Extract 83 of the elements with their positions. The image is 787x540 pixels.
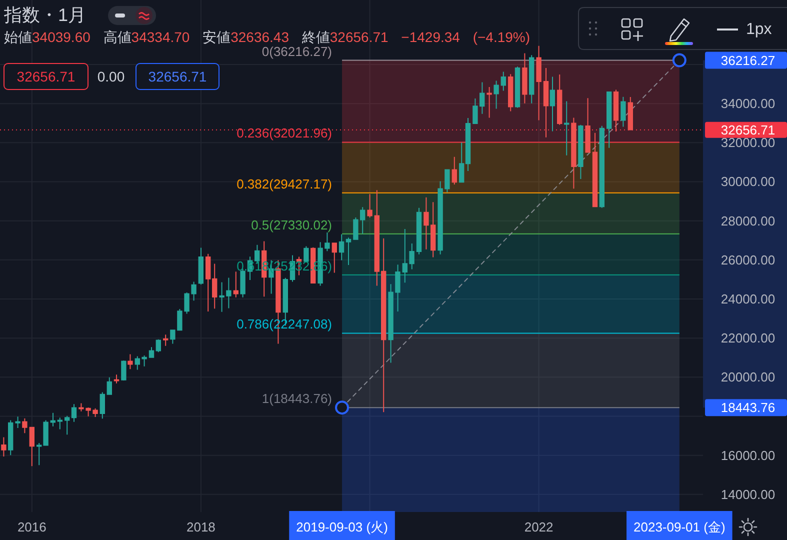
candlestick: [494, 80, 499, 110]
y-tick-label: 30000.00: [720, 174, 776, 190]
candlestick: [416, 207, 422, 255]
x-tick-label: 2023-09-01 (金): [634, 520, 726, 534]
annotation: 32656.71: [16, 68, 76, 84]
candlestick: [50, 412, 56, 427]
y-tick-label: 14000.00: [720, 486, 776, 502]
x-tick-label: 2019-09-03 (火): [296, 520, 388, 534]
candlestick: [22, 418, 28, 434]
candlestick: [522, 52, 528, 104]
candlestick: [564, 100, 570, 156]
ref-line-label: 32656.71: [720, 122, 776, 138]
candlestick: [529, 54, 534, 104]
x-tick-label: 2018: [186, 520, 216, 534]
y-tick-label: 18443.76: [720, 400, 776, 416]
buy-price-button: 32656.71: [136, 63, 220, 90]
candlestick: [15, 416, 20, 428]
candlestick: [71, 404, 77, 422]
y-tick-label: 20000.00: [720, 370, 776, 385]
y-tick-label: 28000.00: [720, 213, 776, 228]
y-axis-anchor-label: 18443.76: [705, 399, 787, 416]
x-axis-anchor-label: 2023-09-01 (金): [626, 511, 732, 540]
candlestick: [585, 98, 590, 153]
candlestick: [486, 86, 492, 118]
ref-line-label: 0.5(27330.02): [251, 217, 332, 232]
candlestick: [8, 420, 14, 456]
candlestick: [148, 346, 154, 358]
annotation: 始値34039.60 高値34334.70 安値32636.43 終値32656.71 −1429.34 (−4.19%): [4, 29, 530, 45]
y-tick-label: 36216.27: [720, 52, 776, 68]
candlestick: [578, 124, 584, 180]
candlestick: [64, 415, 70, 436]
candlestick: [338, 234, 344, 261]
candlestick: [332, 242, 337, 274]
candlestick: [367, 194, 372, 218]
candlestick: [114, 374, 120, 384]
y-tick-label: 16000.00: [720, 448, 776, 463]
x-axis-anchor-label: 2019-09-03 (火): [289, 511, 395, 540]
candlestick: [57, 417, 62, 430]
candlestick: [452, 156, 457, 185]
candlestick: [620, 96, 626, 128]
ref-line-label: 1(18443.76): [262, 391, 332, 406]
y-tick-label: 22000.00: [720, 330, 776, 346]
ref-line-label: 0(36216.27): [262, 44, 332, 59]
candlestick: [233, 271, 238, 298]
candlestick: [571, 117, 576, 190]
x-tick-label: 2022: [524, 520, 554, 534]
candlestick: [550, 76, 555, 132]
candlestick: [156, 338, 161, 353]
candlestick: [128, 354, 133, 370]
candlestick: [121, 360, 126, 381]
candlestick: [29, 426, 34, 467]
annotation: 32656.71: [148, 68, 207, 84]
candlestick: [346, 237, 352, 266]
y-tick-label: 26000.00: [720, 252, 776, 268]
x-tick-label: 2016: [17, 520, 46, 534]
text: 1px: [746, 21, 772, 38]
candlestick: [198, 247, 204, 285]
candlestick: [100, 392, 105, 420]
candlestick: [599, 125, 604, 208]
annotation: 0.00: [97, 68, 125, 84]
candlestick: [557, 74, 562, 126]
candlestick: [514, 66, 520, 108]
candlestick: [304, 246, 309, 262]
chart-title: 指数・1月: [3, 5, 86, 25]
y-tick-label: 34000.00: [720, 96, 776, 112]
y-tick-label: 32000.00: [720, 135, 776, 150]
price-line-label: 32656.71: [705, 122, 787, 138]
candlestick: [106, 376, 112, 395]
candlestick: [613, 89, 619, 132]
candlestick: [592, 132, 598, 208]
candlestick: [500, 71, 506, 92]
candlestick: [543, 68, 549, 138]
y-tick-label: 24000.00: [720, 291, 776, 306]
candlestick: [536, 45, 542, 121]
candlestick: [606, 92, 612, 148]
candlestick: [1, 436, 6, 457]
candlestick: [628, 96, 633, 131]
ref-line-label: 0.236(32021.96): [236, 126, 332, 141]
sell-price-button: 32656.71: [4, 63, 88, 90]
candlestick: [163, 334, 168, 346]
y-axis-anchor-label: 36216.27: [705, 52, 787, 69]
candlestick: [508, 74, 514, 112]
ref-line-label: 0.382(29427.17): [236, 176, 332, 192]
